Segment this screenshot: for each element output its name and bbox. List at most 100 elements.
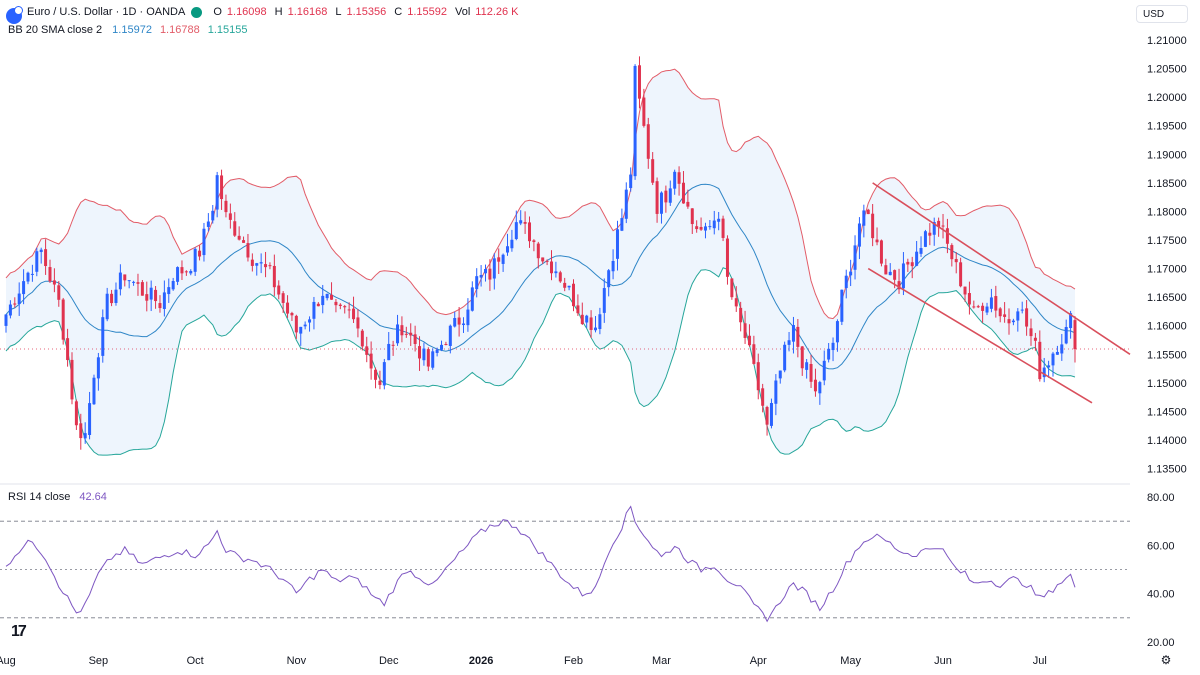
tradingview-logo-icon[interactable]: 17	[11, 623, 27, 640]
candle	[813, 368, 817, 397]
gear-icon[interactable]: ⚙	[1160, 653, 1172, 667]
candle-body	[448, 325, 452, 346]
candle-body	[1042, 367, 1046, 378]
candle	[462, 317, 466, 333]
candle-body	[651, 159, 655, 183]
candle	[180, 260, 184, 280]
candle	[932, 217, 936, 246]
currency-selector[interactable]: USD	[1136, 5, 1188, 23]
candle-body	[945, 228, 949, 244]
rsi-legend[interactable]: RSI 14 close 42.64	[8, 491, 107, 503]
currency-label: USD	[1143, 9, 1165, 20]
candle	[523, 211, 527, 234]
rsi-tick-label: 40.00	[1147, 589, 1175, 601]
bb-lower-value: 1.15155	[207, 24, 248, 36]
candle	[149, 280, 153, 312]
candle-body	[686, 201, 690, 207]
candle	[162, 280, 166, 317]
candle	[303, 321, 307, 330]
candle	[61, 297, 65, 345]
candle	[250, 253, 254, 272]
candle-body	[22, 281, 26, 295]
candle	[479, 265, 483, 287]
candle-body	[475, 276, 479, 290]
candle-body	[805, 362, 809, 370]
time-tick-label: Mar	[652, 655, 671, 667]
candle	[637, 56, 641, 109]
candle-body	[17, 293, 21, 305]
candle	[607, 268, 611, 297]
candle-body	[1016, 311, 1020, 321]
candle	[457, 306, 461, 337]
candle-body	[132, 281, 136, 283]
candle	[659, 191, 663, 224]
symbol-title[interactable]: Euro / U.S. Dollar · 1D · OANDA	[27, 6, 186, 18]
candle-body	[506, 246, 510, 253]
candle-body	[426, 349, 430, 367]
low-value: 1.15356	[346, 6, 387, 18]
candle-body	[101, 317, 105, 356]
candle	[1020, 301, 1024, 314]
candle-body	[70, 359, 74, 400]
candle-body	[360, 330, 364, 347]
candle	[835, 319, 839, 352]
candle-body	[994, 296, 998, 311]
candle-body	[409, 332, 413, 336]
candle	[528, 216, 532, 248]
candle	[879, 239, 883, 267]
candle	[712, 210, 716, 235]
candle	[519, 210, 523, 226]
candle	[1038, 330, 1042, 382]
candle	[615, 220, 619, 271]
candle	[796, 319, 800, 358]
bb-legend[interactable]: BB 20 SMA close 2 1.15972 1.16788 1.1515…	[8, 24, 247, 36]
candle-body	[303, 324, 307, 327]
price-tick-label: 1.18000	[1147, 206, 1187, 218]
candle-body	[96, 357, 100, 379]
candle	[484, 264, 488, 282]
candle-body	[884, 265, 888, 275]
candle-body	[92, 377, 96, 405]
candle-body	[466, 309, 470, 326]
candle-body	[950, 245, 954, 260]
candle	[884, 258, 888, 275]
candle-body	[528, 222, 532, 242]
candle	[576, 294, 580, 316]
candle	[92, 374, 96, 405]
candle	[822, 350, 826, 386]
candle	[17, 282, 21, 316]
candle	[440, 340, 444, 352]
time-tick-label: May	[840, 655, 861, 667]
candle	[681, 171, 685, 204]
candle	[510, 229, 514, 252]
candle	[769, 398, 773, 429]
candle-body	[541, 257, 545, 262]
candle	[360, 329, 364, 351]
candle-body	[312, 301, 316, 319]
time-tick-label: Oct	[187, 655, 204, 667]
candle-body	[585, 315, 589, 323]
candle-body	[761, 388, 765, 406]
candle	[910, 256, 914, 279]
candle-body	[281, 293, 285, 303]
price-tick-label: 1.15500	[1147, 349, 1187, 361]
candle	[941, 213, 945, 239]
candle-body	[286, 302, 290, 314]
candle-body	[356, 317, 360, 329]
candle	[703, 222, 707, 239]
candle	[356, 309, 360, 338]
candle-body	[673, 171, 677, 189]
candle-body	[554, 271, 558, 274]
candle	[739, 301, 743, 332]
candle-body	[589, 317, 593, 330]
candle	[699, 217, 703, 231]
candle-body	[268, 265, 272, 267]
candle-body	[374, 369, 378, 380]
time-tick-label: Sep	[89, 655, 109, 667]
candle-body	[862, 210, 866, 226]
candle-body	[1003, 314, 1007, 317]
candle-body	[61, 299, 65, 340]
candle-body	[501, 254, 505, 264]
candle-body	[703, 226, 707, 231]
